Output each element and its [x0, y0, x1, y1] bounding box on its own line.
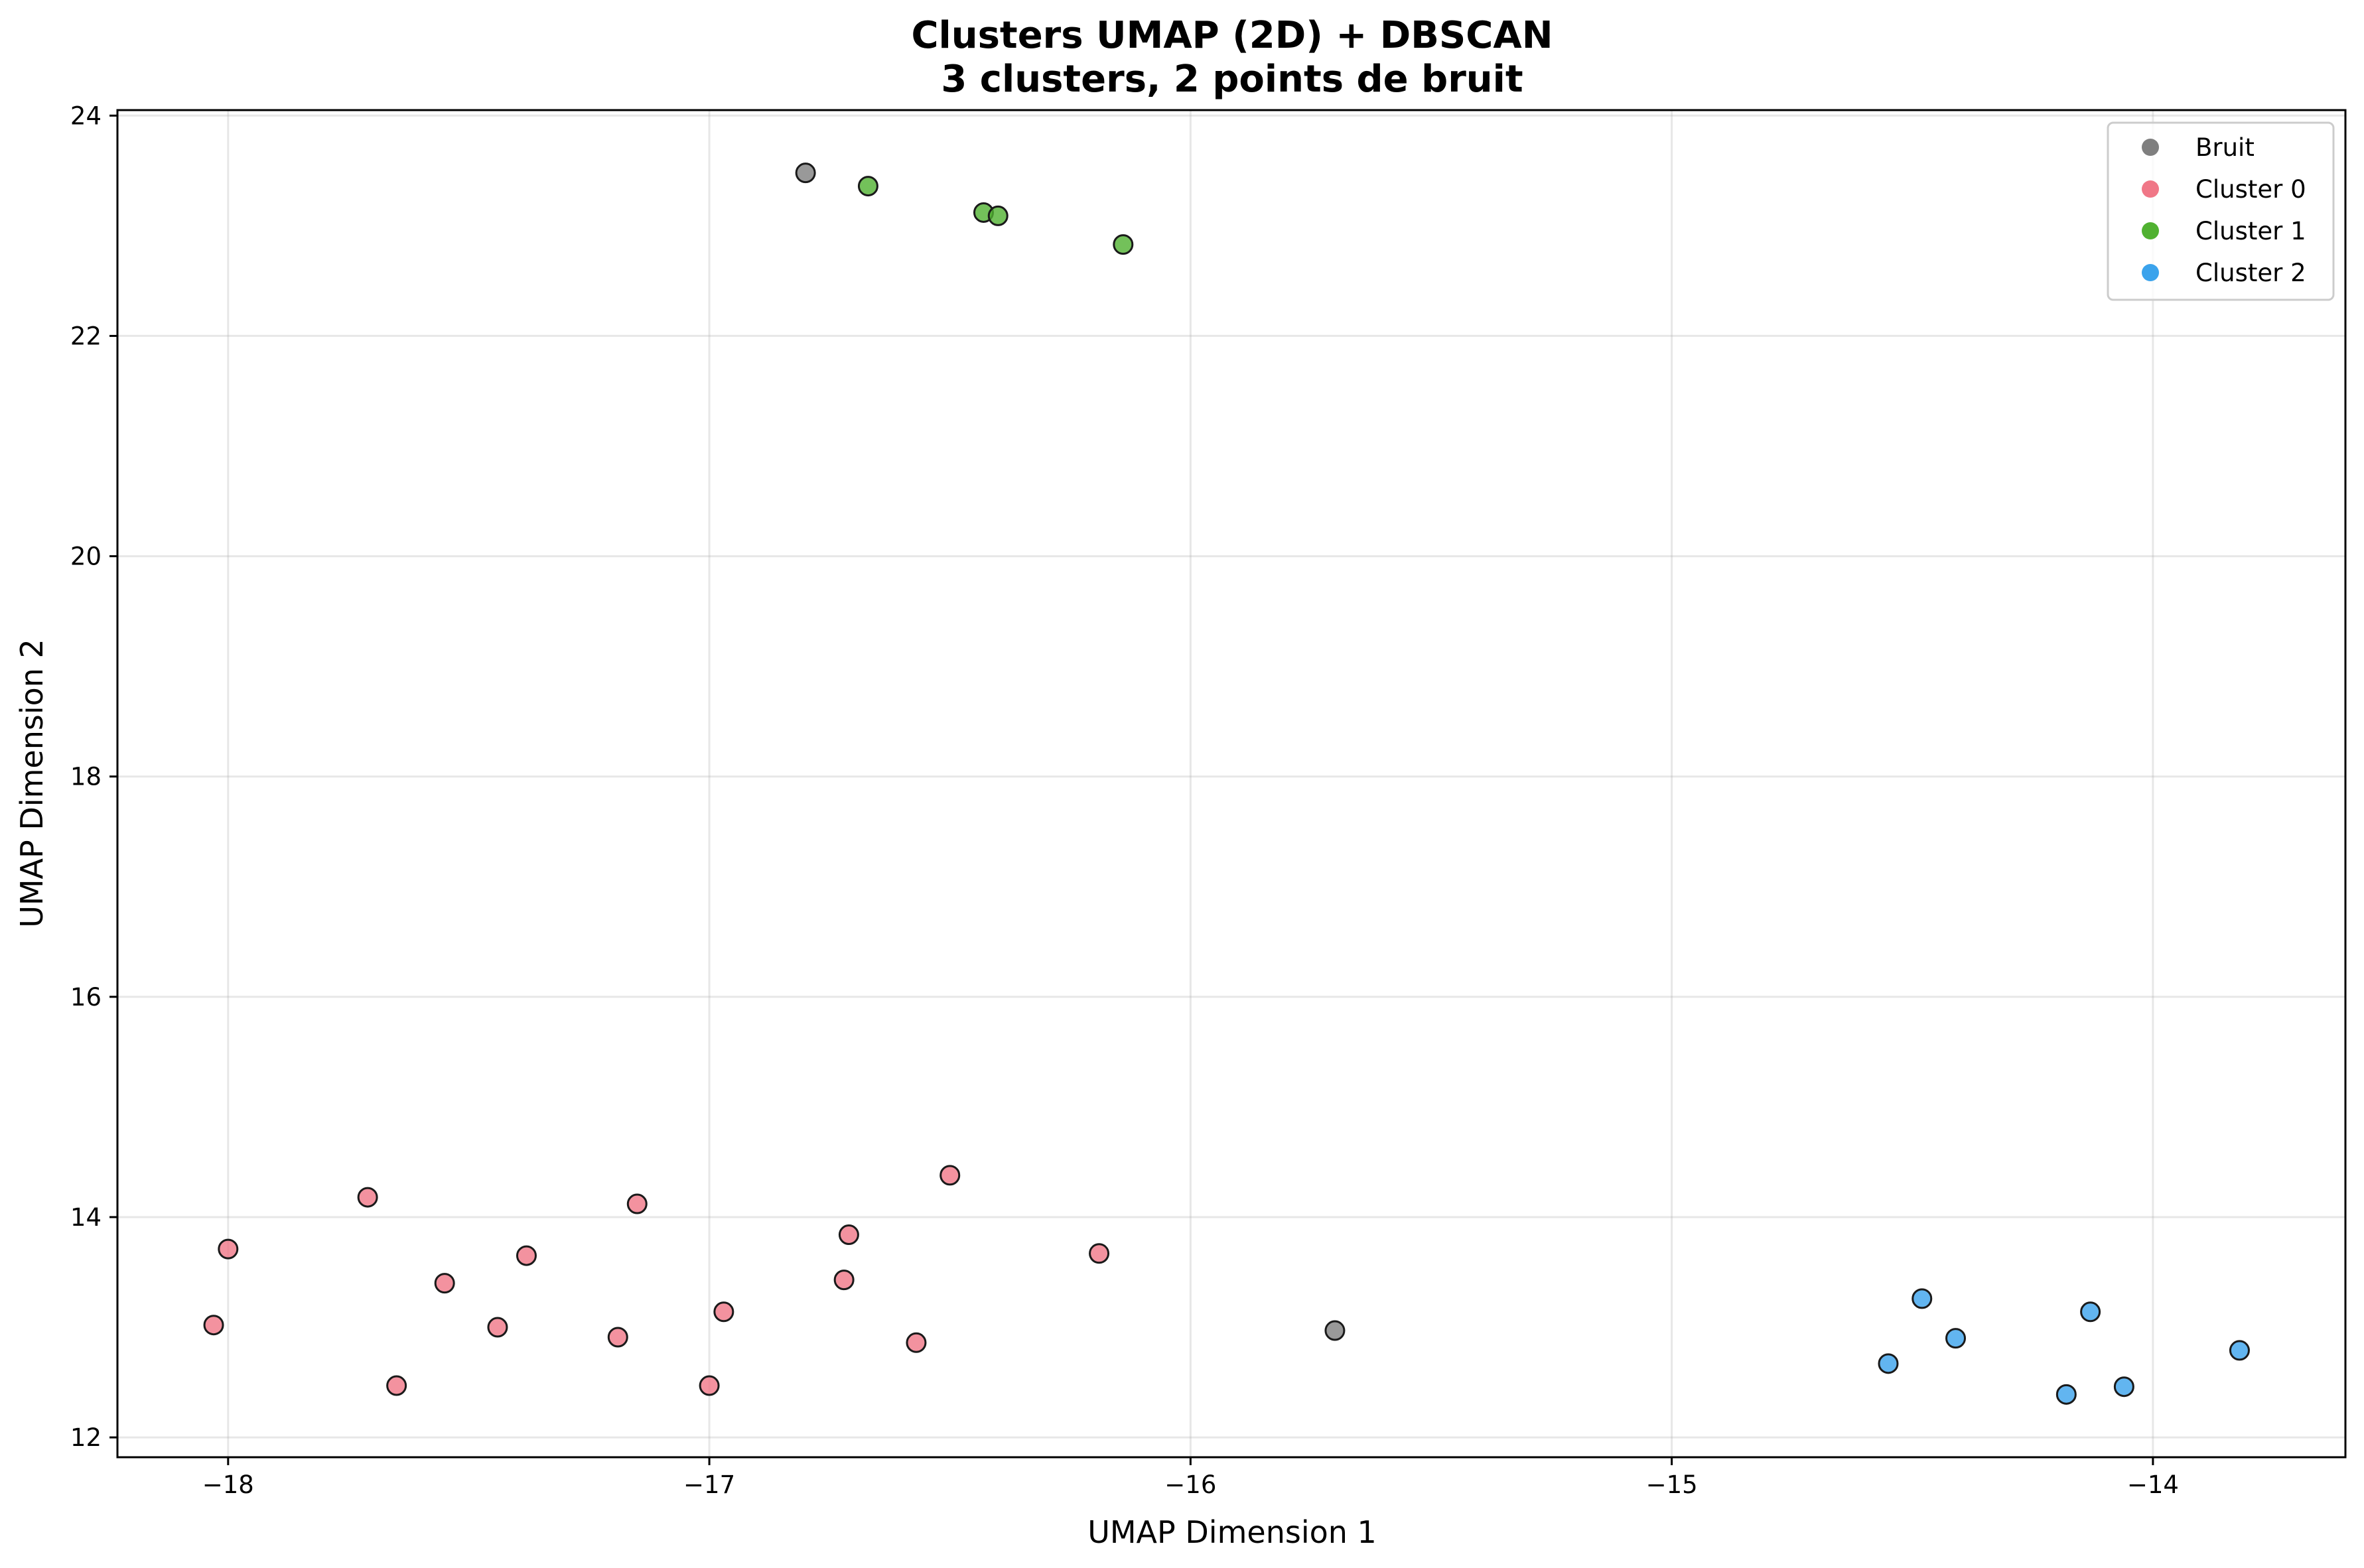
cluster-0-point: [516, 1245, 537, 1266]
cluster-0-point: [713, 1301, 734, 1323]
cluster-0-point: [607, 1327, 628, 1348]
plot-frame: [116, 109, 2347, 1459]
cluster-2-point: [1878, 1353, 1899, 1374]
cluster-0-point: [487, 1317, 508, 1338]
x-axis-label: UMAP Dimension 1: [1087, 1514, 1377, 1550]
data-points: [203, 163, 2250, 1405]
y-tick-label: 16: [70, 983, 102, 1012]
cluster-0-point: [906, 1332, 927, 1353]
cluster-0-point: [386, 1375, 407, 1396]
y-tick-label: 14: [70, 1203, 102, 1232]
cluster-2-point: [1945, 1328, 1967, 1349]
cluster-0-point: [203, 1315, 224, 1336]
x-tick-label: −17: [683, 1470, 735, 1499]
cluster-1-point: [987, 205, 1008, 226]
axis-ticks: −18 −17 −16 −15 −14 12 14 16 18 20 22 24: [70, 101, 2179, 1499]
bruit-point: [795, 163, 816, 184]
y-tick-label: 22: [70, 322, 102, 350]
x-tick-label: −15: [1646, 1470, 1698, 1499]
cluster-2-point: [2080, 1301, 2101, 1323]
cluster-0-point: [357, 1187, 378, 1208]
chart-subtitle: 3 clusters, 2 points de bruit: [941, 58, 1523, 101]
bruit-point: [1324, 1320, 1346, 1341]
legend-marker-cluster-0: [2142, 180, 2159, 198]
legend-marker-cluster-2: [2142, 264, 2159, 281]
cluster-2-point: [2055, 1384, 2077, 1405]
cluster-0-point: [1089, 1243, 1110, 1264]
legend-label-cluster-2: Cluster 2: [2195, 259, 2306, 287]
legend-label-cluster-1: Cluster 1: [2195, 217, 2306, 245]
cluster-2-point: [2229, 1340, 2250, 1361]
legend-label-cluster-0: Cluster 0: [2195, 175, 2306, 204]
x-tick-label: −14: [2127, 1470, 2179, 1499]
cluster-0-point: [434, 1273, 455, 1294]
cluster-0-point: [699, 1375, 720, 1396]
cluster-0-point: [626, 1193, 648, 1214]
cluster-0-point: [939, 1165, 961, 1186]
y-tick-label: 12: [70, 1423, 102, 1452]
x-tick-label: −18: [202, 1470, 254, 1499]
cluster-2-point: [1912, 1288, 1933, 1309]
y-tick-label: 18: [70, 763, 102, 791]
cluster-0-point: [838, 1224, 859, 1246]
chart-title: Clusters UMAP (2D) + DBSCAN: [911, 14, 1553, 57]
cluster-0-point: [218, 1238, 239, 1260]
cluster-1-point: [1113, 234, 1134, 255]
cluster-2-point: [2113, 1376, 2134, 1398]
cluster-1-point: [857, 176, 878, 197]
legend: Bruit Cluster 0 Cluster 1 Cluster 2: [2107, 121, 2335, 301]
cluster-0-point: [833, 1270, 855, 1291]
legend-marker-bruit: [2142, 139, 2159, 156]
y-axis-label: UMAP Dimension 2: [14, 639, 50, 928]
legend-box: [2107, 121, 2335, 301]
legend-label-bruit: Bruit: [2195, 133, 2255, 162]
y-tick-label: 20: [70, 543, 102, 571]
y-tick-label: 24: [70, 101, 102, 130]
grid-lines: [117, 110, 2345, 1457]
x-tick-label: −16: [1164, 1470, 1216, 1499]
legend-marker-cluster-1: [2142, 222, 2159, 239]
